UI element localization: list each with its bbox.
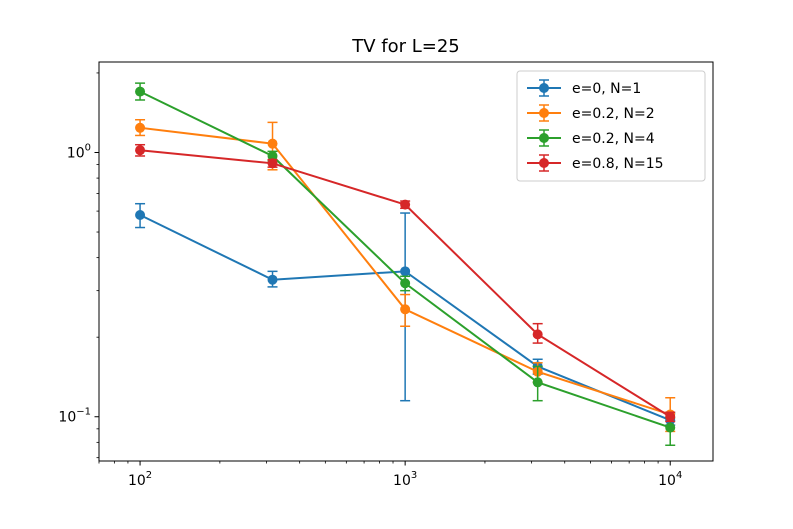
data-point — [135, 86, 146, 97]
chart-title: TV for L=25 — [351, 36, 460, 57]
x-tick-label-exponent: 3 — [411, 470, 417, 481]
series-4 — [135, 143, 676, 423]
series-layer — [135, 82, 676, 447]
data-point — [665, 411, 676, 422]
series-3 — [135, 82, 676, 447]
legend-marker — [539, 133, 549, 143]
legend-label: e=0.2, N=2 — [572, 106, 655, 122]
data-point — [135, 210, 146, 221]
y-tick-label-exponent: 0 — [85, 142, 91, 153]
data-point — [665, 422, 676, 433]
data-point — [267, 150, 278, 161]
legend-label: e=0, N=1 — [572, 81, 641, 97]
data-point — [135, 122, 146, 133]
legend-label: e=0.8, N=15 — [572, 156, 664, 172]
data-point — [135, 145, 146, 156]
data-point — [267, 274, 278, 285]
x-tick-label-base: 10 — [128, 473, 146, 489]
y-tick-label: 10−1 — [58, 407, 91, 426]
x-tick-label-base: 10 — [658, 473, 676, 489]
data-point — [532, 329, 543, 340]
y-tick-label: 100 — [67, 142, 91, 161]
data-point — [267, 138, 278, 149]
data-point — [400, 278, 411, 289]
x-tick-label-exponent: 2 — [146, 470, 152, 481]
legend-label: e=0.2, N=4 — [572, 131, 655, 147]
data-point — [400, 266, 411, 277]
plot-area — [98, 61, 714, 462]
x-tick-label: 103 — [393, 470, 417, 489]
legend-marker — [539, 83, 549, 93]
data-point — [532, 377, 543, 388]
axes-frame — [98, 61, 714, 462]
x-tick-label-exponent: 4 — [676, 470, 682, 481]
y-tick-label-base: 10 — [67, 145, 85, 161]
data-point — [400, 304, 411, 315]
data-point — [400, 199, 411, 210]
y-tick-label-base: 10 — [58, 410, 76, 426]
data-point — [267, 158, 278, 169]
legend-box — [516, 70, 706, 182]
x-tick-label: 104 — [658, 470, 682, 489]
legend-marker — [539, 158, 549, 168]
y-tick-label-exponent: −1 — [76, 407, 91, 418]
x-tick-label: 102 — [128, 470, 152, 489]
legend: e=0, N=1 e=0.2, N=2 e=0.2, N=4 e=0.8, N=15 — [516, 70, 706, 182]
legend-marker — [539, 108, 549, 118]
x-tick-label-base: 10 — [393, 473, 411, 489]
